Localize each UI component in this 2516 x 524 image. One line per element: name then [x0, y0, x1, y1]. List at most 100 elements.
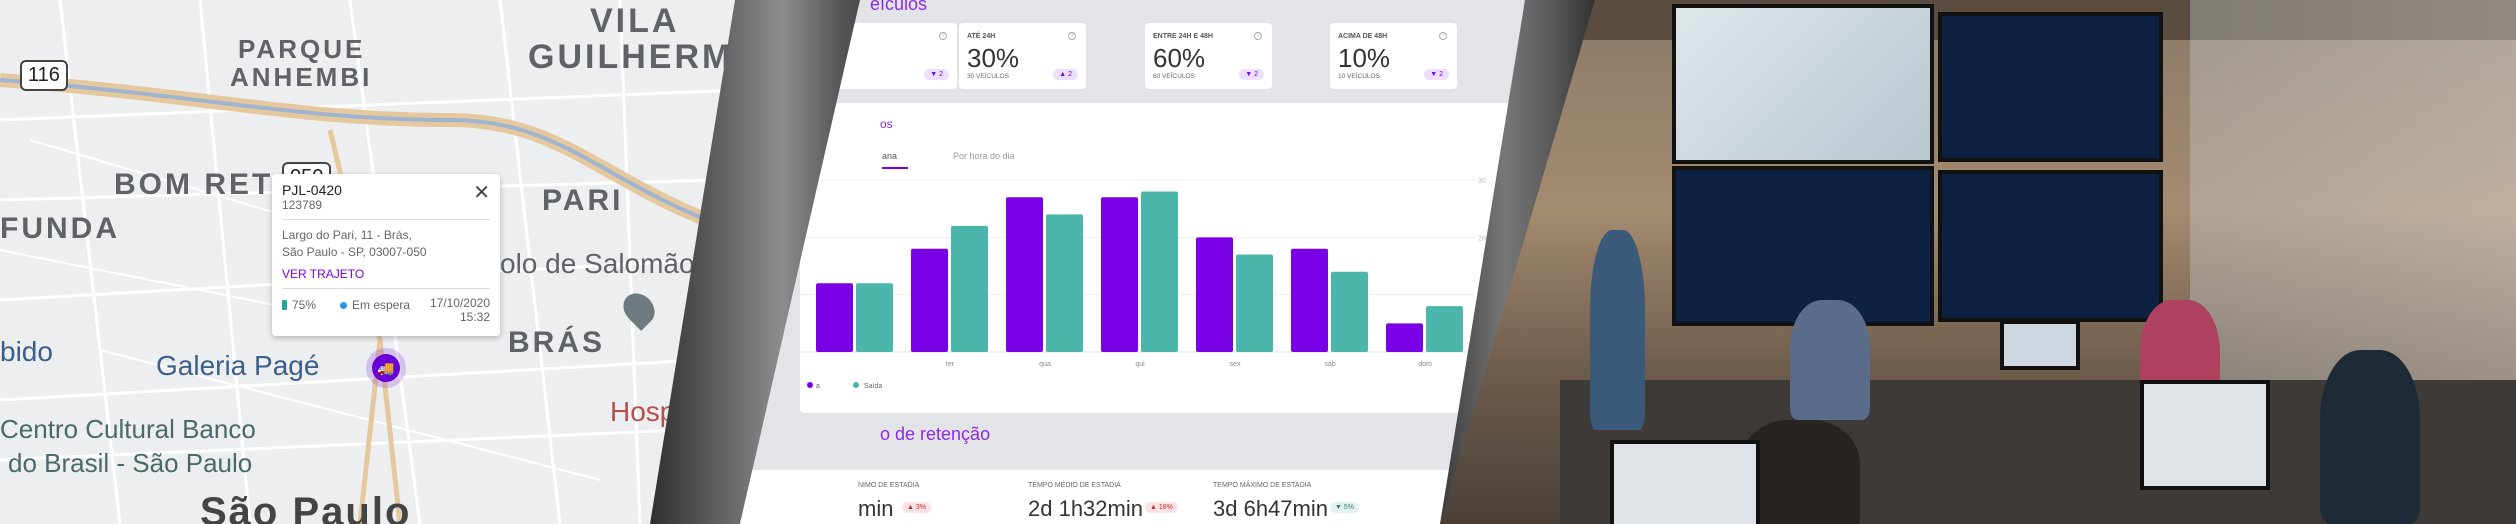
- bar-Saída-ter: [951, 225, 988, 352]
- map-label: ANHEMBI: [230, 62, 373, 92]
- map-label: GUILHERME: [528, 38, 759, 76]
- kpi-card: ENTRE 24H E 48H 60% 60 VEÍCULOS? ▼ 2: [1145, 23, 1272, 89]
- highway-shield: 116: [20, 60, 68, 91]
- monitor-map: [1672, 4, 1934, 164]
- date: 17/10/2020: [429, 296, 490, 310]
- x-tick-label: ter: [946, 361, 955, 368]
- place-label[interactable]: do Brasil - São Paulo: [8, 448, 253, 478]
- person: [1790, 300, 1870, 420]
- trend-badge: ▼ 2: [1424, 69, 1449, 80]
- map-label: PARQUE: [238, 34, 366, 64]
- trend-badge: ▼ 2: [1239, 69, 1264, 80]
- bar-Saída-dom: [1426, 306, 1463, 352]
- bar-a-qui: [1101, 197, 1138, 352]
- place-label[interactable]: olo de Salomão: [500, 248, 695, 279]
- map-roads: [0, 0, 737, 524]
- map-label: PARI: [542, 184, 624, 217]
- desk-monitor: [1610, 440, 1760, 524]
- map-label: BRÁS: [508, 326, 606, 359]
- vehicle-plate: PJL-0420: [282, 182, 342, 198]
- section-title: eículos: [870, 0, 928, 14]
- kpi-title: ATÉ 24H: [967, 33, 996, 40]
- truck-icon: 🚚: [372, 354, 400, 382]
- help-icon[interactable]: ?: [1254, 32, 1262, 40]
- monitor-dashboard: [1938, 170, 2163, 322]
- place-label[interactable]: Centro Cultural Banco: [0, 414, 256, 444]
- map-label: BOM RET: [114, 168, 274, 201]
- kpi-value: 10%: [1338, 43, 1391, 73]
- bar-Saída-sáb: [1331, 271, 1368, 352]
- x-tick-label: dom: [1418, 361, 1432, 368]
- legend-swatch: [853, 382, 859, 388]
- battery-icon: [282, 300, 287, 310]
- tab-by-weekday[interactable]: ana: [882, 151, 908, 169]
- help-icon[interactable]: ?: [1439, 32, 1447, 40]
- stat-value: 2d 1h32min: [1028, 496, 1143, 521]
- vehicle-marker[interactable]: 🚚: [366, 348, 406, 388]
- bar-a-qua: [1006, 197, 1043, 352]
- bar-chart: 102030terquaquisexsábdomaSaída: [800, 178, 1486, 390]
- bar-a-ter: [911, 248, 948, 352]
- bar-Saída-seg: [856, 283, 893, 352]
- place-label[interactable]: Hosp: [610, 396, 676, 427]
- close-icon[interactable]: ✕: [473, 182, 490, 204]
- stat-label: NIMO DE ESTADIA: [858, 482, 920, 489]
- y-tick-label: 20: [1478, 235, 1486, 242]
- stat-value: min: [858, 496, 894, 521]
- kpi-sub: 60 VEÍCULOS: [1153, 73, 1195, 80]
- kpi-value: 60%: [1153, 43, 1206, 73]
- help-icon[interactable]: ?: [939, 32, 947, 40]
- stat-value: 3d 6h47min: [1213, 496, 1328, 521]
- map-panel[interactable]: VILA GUILHERME PARQUE ANHEMBI BOM RET FU…: [0, 0, 759, 524]
- place-label[interactable]: bido: [0, 336, 53, 367]
- stat-delta: ▼ 5%: [1330, 502, 1359, 513]
- retention-title: o de retenção: [880, 424, 991, 444]
- help-icon[interactable]: ?: [1068, 32, 1076, 40]
- bar-a-sáb: [1291, 248, 1328, 352]
- address-line: São Paulo - SP, 03007-050: [282, 245, 427, 259]
- legend-swatch: [807, 382, 813, 388]
- dashboard-panel: eículos ? ▼ 2 ATÉ 24H 30% 30 VEÍCULOS? ▲ 2 E…: [740, 0, 1525, 524]
- bar-Saída-qui: [1141, 191, 1178, 352]
- legend-label: a: [816, 383, 820, 390]
- desk-monitor: [2000, 320, 2080, 370]
- bar-a-dom: [1386, 323, 1423, 352]
- status-dot-icon: [340, 302, 347, 309]
- status-text: Em espera: [352, 298, 411, 312]
- address-line: Largo do Pari, 11 - Brás,: [282, 228, 412, 242]
- person: [2320, 350, 2420, 524]
- monitor-dashboard: [1938, 12, 2163, 162]
- view-route-link[interactable]: VER TRAJETO: [282, 267, 365, 281]
- kpi-value: 30%: [967, 43, 1020, 73]
- kpi-sub: 30 VEÍCULOS: [967, 73, 1009, 80]
- place-label[interactable]: Galeria Pagé: [156, 350, 320, 381]
- stat-label: TEMPO MÉDIO DE ESTADIA: [1028, 482, 1121, 489]
- bar-a-seg: [816, 283, 853, 352]
- x-tick-label: sex: [1230, 361, 1241, 368]
- battery-level: 75%: [292, 298, 317, 312]
- control-room-photo: [1440, 0, 2516, 524]
- bar-a-sex: [1196, 237, 1233, 352]
- person: [1590, 230, 1645, 430]
- monitor-dashboard: [1672, 166, 1934, 326]
- legend-label: Saída: [864, 383, 882, 390]
- x-tick-label: sáb: [1324, 361, 1335, 368]
- vehicle-id: 123789: [282, 198, 323, 212]
- time: 15:32: [459, 310, 490, 324]
- y-tick-label: 30: [1478, 178, 1486, 185]
- desk-monitor: [2140, 380, 2270, 490]
- stat-delta: ▲ 3%: [902, 502, 931, 513]
- trend-badge: ▲ 2: [1053, 69, 1078, 80]
- retention-stats: NIMO DE ESTADIA min ▲ 3% TEMPO MÉDIO DE …: [740, 470, 1525, 524]
- bar-Saída-sex: [1236, 254, 1273, 352]
- vehicle-popup: PJL-0420 123789 ✕ Largo do Pari, 11 - Br…: [272, 174, 500, 336]
- kpi-card: ACIMA DE 48H 10% 10 VEÍCULOS? ▼ 2: [1330, 23, 1457, 89]
- kpi-sub: 10 VEÍCULOS: [1338, 73, 1380, 80]
- person: [1740, 420, 1860, 524]
- stat-delta: ▲ 18%: [1145, 502, 1178, 513]
- kpi-title: ENTRE 24H E 48H: [1153, 33, 1213, 40]
- trend-badge: ▼ 2: [924, 69, 949, 80]
- stat-label: TEMPO MÁXIMO DE ESTADIA: [1213, 482, 1312, 489]
- city-label: São Paulo: [200, 490, 412, 524]
- tab-by-hour[interactable]: Por hora do dia: [953, 151, 1015, 161]
